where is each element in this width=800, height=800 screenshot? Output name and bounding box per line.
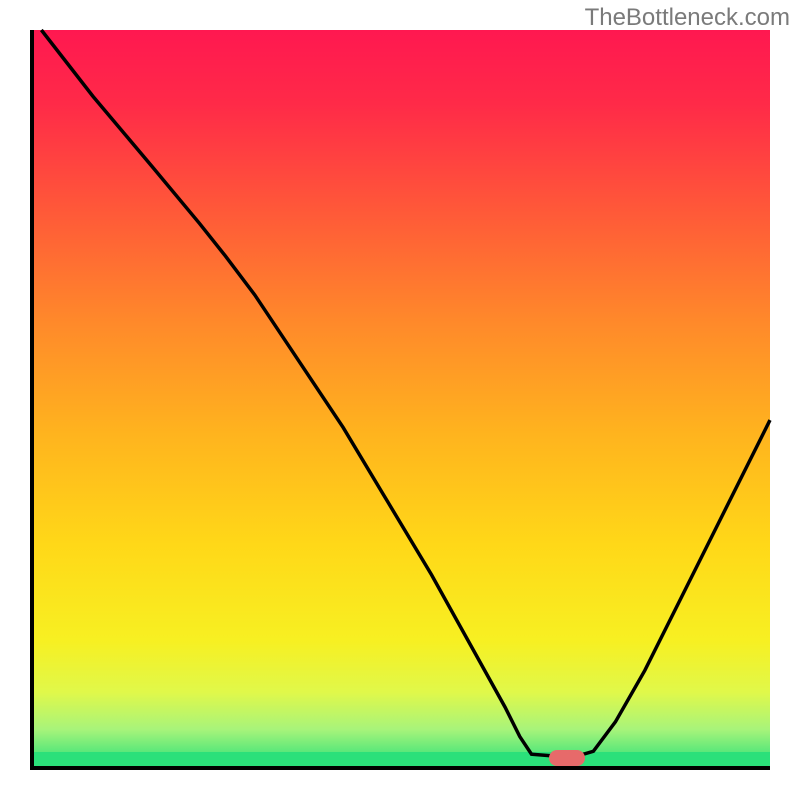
plot-area bbox=[30, 30, 770, 770]
curve-svg bbox=[34, 30, 770, 766]
bottleneck-curve bbox=[41, 30, 770, 756]
optimum-marker bbox=[549, 750, 585, 766]
watermark-text: TheBottleneck.com bbox=[585, 4, 790, 32]
